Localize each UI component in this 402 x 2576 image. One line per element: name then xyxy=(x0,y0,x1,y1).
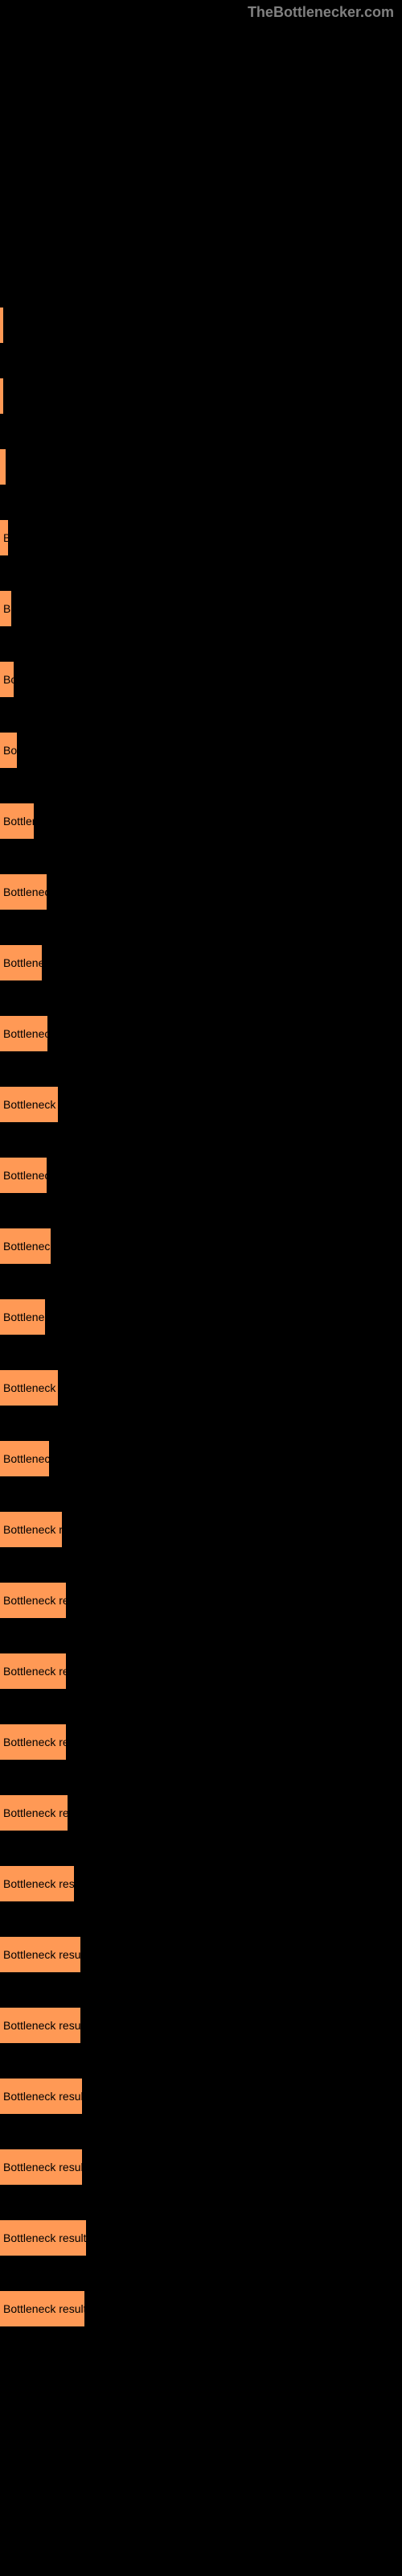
bar-row: Bottleneck result xyxy=(0,1777,402,1848)
watermark-text: TheBottlenecker.com xyxy=(248,4,394,21)
bar: Bottleneck result xyxy=(0,1866,74,1901)
bar-row: Bottleneck result xyxy=(0,1848,402,1919)
bar xyxy=(0,449,6,485)
bar-label: Bo xyxy=(3,673,14,686)
bar-row xyxy=(0,361,402,431)
bar-row: Bottleneck result xyxy=(0,2132,402,2202)
bar: Bo xyxy=(0,662,14,697)
bar-label: Bottleneck re xyxy=(3,1027,47,1040)
bar-label: Bottleneck result xyxy=(3,1806,68,1819)
bar-row: Bottleneck result xyxy=(0,1565,402,1636)
bar-row: Bottleneck r xyxy=(0,1282,402,1352)
bar-label: Bo xyxy=(3,602,11,615)
bar-label: Bottleneck result xyxy=(3,2231,86,2244)
bar-chart: B Bo Bo Bo Bottlene Bottleneck re Bottleneck Bo… xyxy=(0,0,402,2344)
bar-row: Bottleneck re xyxy=(0,998,402,1069)
bar-label: B xyxy=(3,531,8,544)
bar-label: Bottleneck resu xyxy=(3,1240,51,1253)
bar-row: Bo xyxy=(0,573,402,644)
bar-label: Bottleneck result xyxy=(3,1381,58,1394)
bar-row: Bottleneck result xyxy=(0,2273,402,2344)
bar: Bottleneck res xyxy=(0,1441,49,1476)
bar: Bottleneck result xyxy=(0,2220,86,2256)
bar-row xyxy=(0,431,402,502)
bar: Bottleneck xyxy=(0,945,42,980)
bar: Bo xyxy=(0,733,17,768)
bar-row: Bottleneck re xyxy=(0,857,402,927)
bar-label: Bottleneck re xyxy=(3,1169,47,1182)
bar: B xyxy=(0,520,8,555)
bar: Bo xyxy=(0,591,11,626)
bar-row: Bottleneck result xyxy=(0,1919,402,1990)
bar-label: Bottleneck result xyxy=(3,1594,66,1607)
bar: Bottleneck result xyxy=(0,2291,84,2326)
bar-row: Bottlene xyxy=(0,786,402,857)
bar: Bottleneck re xyxy=(0,1016,47,1051)
bar-label: Bottleneck result xyxy=(3,2090,82,2103)
bar-label: Bottleneck result xyxy=(3,2302,84,2315)
bar: Bottleneck result xyxy=(0,2079,82,2114)
bar-row: Bottleneck re xyxy=(0,1140,402,1211)
bar: Bottlene xyxy=(0,803,34,839)
bar-row: Bottleneck result xyxy=(0,1494,402,1565)
bar: Bottleneck result xyxy=(0,1653,66,1689)
bar: Bottleneck result xyxy=(0,2149,82,2185)
bar-label: Bo xyxy=(3,744,17,757)
bar: Bottleneck re xyxy=(0,1158,47,1193)
bar xyxy=(0,308,3,343)
bar: Bottleneck result xyxy=(0,1512,62,1547)
bar: Bottleneck result xyxy=(0,1370,58,1406)
bar-row: Bottleneck res xyxy=(0,1423,402,1494)
bar-row: Bottleneck resu xyxy=(0,1211,402,1282)
bar-row: Bottleneck result xyxy=(0,1990,402,2061)
bar-label: Bottleneck result xyxy=(3,1877,74,1890)
bar-row: B xyxy=(0,502,402,573)
bar xyxy=(0,378,3,414)
bar-label: Bottleneck r xyxy=(3,1311,45,1323)
bar-row xyxy=(0,290,402,361)
bar-row: Bo xyxy=(0,715,402,786)
bar-row: Bottleneck xyxy=(0,927,402,998)
bar-row: Bo xyxy=(0,644,402,715)
bar: Bottleneck re xyxy=(0,874,47,910)
bar-label: Bottleneck result xyxy=(3,1098,58,1111)
bar-row: Bottleneck result xyxy=(0,1707,402,1777)
bar: Bottleneck result xyxy=(0,1937,80,1972)
bar: Bottleneck result xyxy=(0,1583,66,1618)
bar: Bottleneck result xyxy=(0,1724,66,1760)
bar: Bottleneck resu xyxy=(0,1228,51,1264)
bar-row: Bottleneck result xyxy=(0,1069,402,1140)
bar-row: Bottleneck result xyxy=(0,1352,402,1423)
bar-label: Bottlene xyxy=(3,815,34,828)
bar-label: Bottleneck result xyxy=(3,1736,66,1748)
bar: Bottleneck result xyxy=(0,2008,80,2043)
bar-label: Bottleneck result xyxy=(3,2161,82,2174)
bar-label: Bottleneck result xyxy=(3,2019,80,2032)
bar: Bottleneck result xyxy=(0,1795,68,1831)
bar-label: Bottleneck result xyxy=(3,1665,66,1678)
bar-label: Bottleneck result xyxy=(3,1948,80,1961)
bar: Bottleneck r xyxy=(0,1299,45,1335)
bar: Bottleneck result xyxy=(0,1087,58,1122)
bar-row: Bottleneck result xyxy=(0,2061,402,2132)
bar-row: Bottleneck result xyxy=(0,1636,402,1707)
bar-label: Bottleneck result xyxy=(3,1523,62,1536)
bar-label: Bottleneck res xyxy=(3,1452,49,1465)
bar-label: Bottleneck re xyxy=(3,886,47,898)
bar-row: Bottleneck result xyxy=(0,2202,402,2273)
bar-label: Bottleneck xyxy=(3,956,42,969)
